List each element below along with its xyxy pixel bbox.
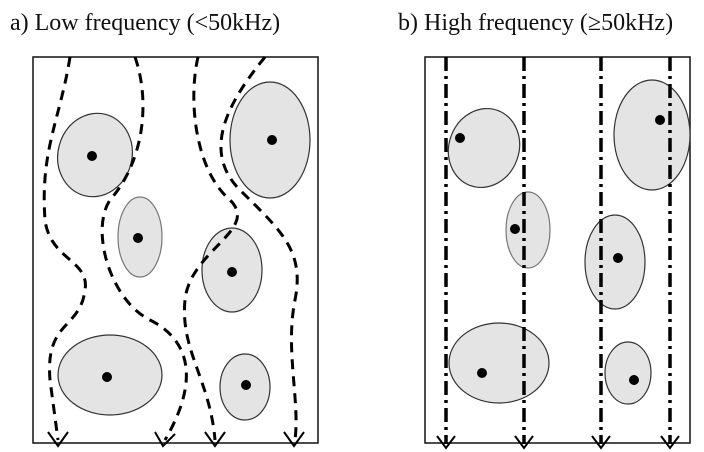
- cell: [604, 341, 652, 405]
- panel-a: [32, 56, 319, 448]
- current-path: [219, 56, 299, 441]
- panel-b: [424, 56, 691, 450]
- current-path: [100, 56, 188, 441]
- arrowhead: [204, 431, 226, 448]
- cell: [613, 79, 691, 191]
- arrowhead: [47, 431, 69, 448]
- nucleus: [510, 224, 520, 234]
- nucleus: [267, 135, 277, 145]
- nucleus: [477, 368, 487, 378]
- tissue-box: [424, 56, 691, 444]
- nucleus: [613, 253, 623, 263]
- nucleus: [455, 133, 465, 143]
- arrowhead: [283, 431, 305, 448]
- nucleus: [629, 375, 639, 385]
- nucleus: [655, 115, 665, 125]
- nucleus: [133, 233, 143, 243]
- nucleus: [241, 380, 251, 390]
- panel-a-title: a) Low frequency (<50kHz): [10, 10, 280, 36]
- nucleus: [227, 267, 237, 277]
- arrowhead: [514, 435, 534, 450]
- arrowhead: [591, 435, 611, 450]
- panel-b-title: b) High frequency (≥50kHz): [398, 10, 673, 36]
- current-path: [42, 56, 87, 441]
- cell: [505, 191, 551, 269]
- arrowhead: [436, 435, 456, 450]
- tissue-box: [32, 56, 319, 444]
- nucleus: [87, 151, 97, 161]
- arrowhead: [660, 435, 680, 450]
- arrowhead: [154, 431, 176, 448]
- nucleus: [102, 372, 112, 382]
- cell: [448, 322, 550, 404]
- cell: [447, 107, 521, 189]
- current-path: [182, 56, 239, 441]
